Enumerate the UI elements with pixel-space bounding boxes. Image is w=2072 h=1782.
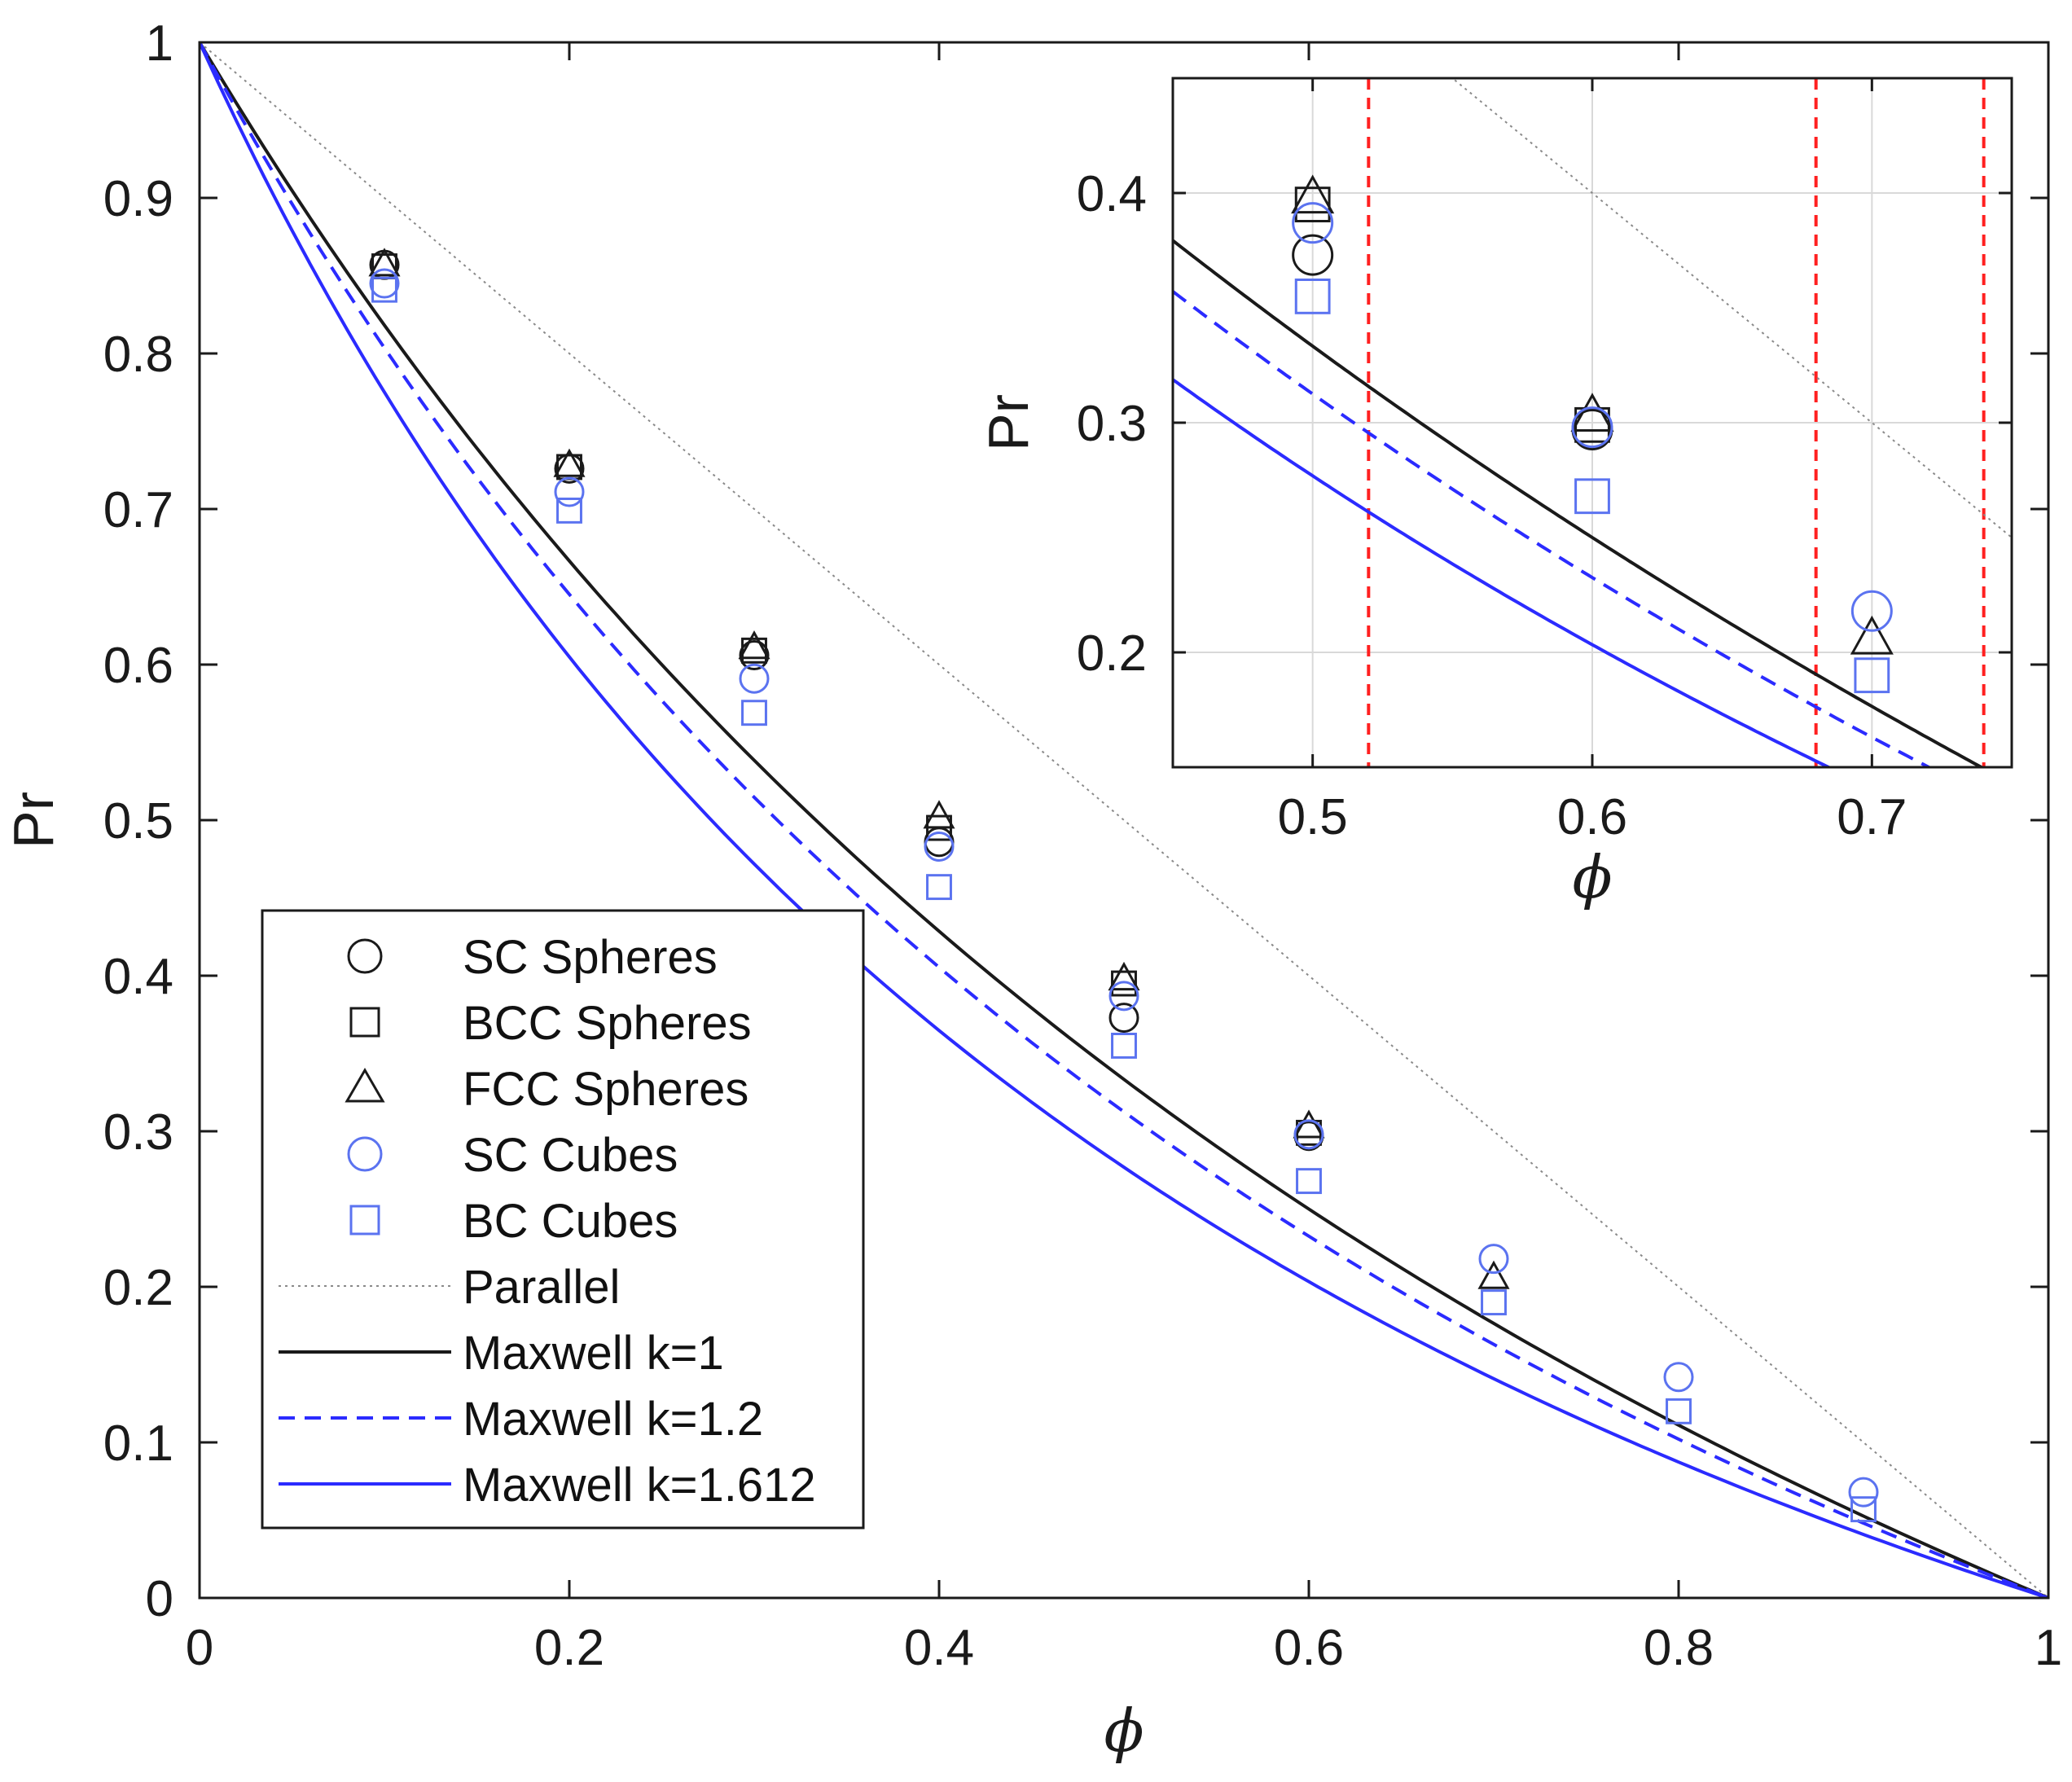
legend-label: Maxwell k=1.2 xyxy=(463,1393,763,1446)
main-x-tick-label: 0.4 xyxy=(904,1620,974,1676)
main-marker-fcc-spheres xyxy=(738,630,770,660)
inset-marker-fcc-spheres xyxy=(1570,393,1614,432)
main-y-tick-label: 0.4 xyxy=(103,949,173,1005)
main-marker-sc-cubes xyxy=(1663,1362,1694,1393)
legend-symbol-fcc-spheres xyxy=(345,1068,385,1103)
inset-x-axis-label: ϕ xyxy=(1572,843,1612,911)
main-y-tick-label: 0.3 xyxy=(103,1104,173,1161)
main-marker-bc-cubes xyxy=(556,497,582,524)
main-curve-maxwell-k-1 xyxy=(200,42,2048,1598)
legend-symbol-sc-cubes xyxy=(347,1136,383,1172)
main-y-tick-label: 0.6 xyxy=(103,638,173,694)
legend-symbol-bc-cubes xyxy=(349,1205,380,1236)
main-marker-sc-cubes xyxy=(1293,1119,1324,1150)
main-x-tick-label: 1 xyxy=(2035,1620,2062,1676)
legend-box xyxy=(261,909,865,1530)
main-marker-fcc-spheres xyxy=(1108,961,1140,991)
inset-marker-sc-spheres xyxy=(1292,234,1334,276)
inset-marker-bc-cubes xyxy=(1294,279,1331,314)
inset-y-tick-label: 0.3 xyxy=(1077,396,1147,452)
inset-curve-maxwell-k-1-2 xyxy=(1173,290,1933,767)
main-marker-sc-cubes xyxy=(1108,981,1139,1012)
main-x-tick-label: 0.2 xyxy=(534,1620,604,1676)
inset-curve-parallel xyxy=(1451,78,2012,538)
inset-y-tick-label: 0.2 xyxy=(1077,625,1147,682)
legend-label: Parallel xyxy=(463,1261,620,1314)
main-y-tick-label: 1 xyxy=(146,15,173,72)
main-marker-sc-cubes xyxy=(1478,1244,1509,1275)
legend-label: FCC Spheres xyxy=(463,1063,748,1116)
main-marker-sc-cubes xyxy=(1848,1477,1879,1508)
inset-x-tick-label: 0.5 xyxy=(1278,789,1348,845)
legend: SC Spheres BCC Spheres FCC Spheres SC Cubes… xyxy=(261,909,865,1530)
main-marker-bc-cubes xyxy=(1481,1289,1507,1316)
inset-marker-bc-cubes xyxy=(1854,657,1890,694)
main-marker-fcc-spheres xyxy=(1477,1260,1510,1289)
legend-label: SC Spheres xyxy=(463,931,718,984)
main-y-tick-label: 0 xyxy=(146,1571,173,1627)
main-marker-bc-cubes xyxy=(1666,1398,1692,1424)
main-marker-sc-cubes xyxy=(554,476,585,507)
main-y-tick-label: 0.7 xyxy=(103,482,173,538)
inset-plot-content xyxy=(1173,78,2012,767)
main-plot-content xyxy=(200,42,2048,1598)
main-marker-bc-cubes xyxy=(741,700,767,726)
main-x-tick-label: 0 xyxy=(186,1620,213,1676)
main-y-tick-label: 0.9 xyxy=(103,171,173,227)
inset-y-tick-label: 0.4 xyxy=(1077,166,1147,222)
legend-label: SC Cubes xyxy=(463,1129,678,1182)
main-y-axis-label: Pr xyxy=(2,792,65,849)
main-marker-fcc-spheres xyxy=(368,248,401,277)
main-marker-sc-spheres xyxy=(739,640,770,671)
main-marker-bc-cubes xyxy=(1296,1168,1322,1195)
inset-marker-bc-cubes xyxy=(1574,478,1610,515)
inset-marker-fcc-spheres xyxy=(1291,174,1335,214)
inset-marker-sc-cubes xyxy=(1850,590,1893,632)
inset-marker-fcc-spheres xyxy=(1850,615,1894,655)
main-marker-fcc-spheres xyxy=(1293,1109,1325,1139)
legend-label: Maxwell k=1.612 xyxy=(463,1459,816,1512)
inset-x-tick-label: 0.7 xyxy=(1837,789,1907,845)
legend-label: Maxwell k=1 xyxy=(463,1327,724,1380)
main-x-tick-label: 0.8 xyxy=(1644,1620,1714,1676)
main-marker-sc-cubes xyxy=(739,663,770,694)
main-y-tick-label: 0.5 xyxy=(103,793,173,849)
legend-label: BC Cubes xyxy=(463,1195,678,1248)
main-y-tick-label: 0.8 xyxy=(103,327,173,383)
main-marker-bc-cubes xyxy=(1111,1033,1137,1059)
main-curve-parallel xyxy=(200,42,2048,1598)
main-marker-fcc-spheres xyxy=(553,448,586,477)
inset-marker-sc-cubes xyxy=(1292,202,1334,244)
main-marker-sc-cubes xyxy=(369,268,400,299)
inset-y-axis-label: Pr xyxy=(977,394,1040,451)
main-y-tick-label: 0.1 xyxy=(103,1416,173,1472)
legend-symbol-bcc-spheres xyxy=(349,1007,380,1038)
legend-symbol-sc-spheres xyxy=(347,938,383,974)
main-marker-fcc-spheres xyxy=(923,800,955,829)
main-marker-bcc-spheres xyxy=(741,637,767,664)
inset-plot-panel: 0.5 0.6 0.7 0.2 0.3 0.4 ϕ Pr xyxy=(977,77,2013,911)
inset-marker-sc-cubes xyxy=(1571,406,1613,449)
main-marker-sc-cubes xyxy=(924,831,955,862)
main-curve-maxwell-k-1-612 xyxy=(200,42,2048,1598)
main-marker-sc-spheres xyxy=(1108,1003,1139,1034)
inset-curve-maxwell-k-1-612 xyxy=(1173,378,1833,767)
inset-x-tick-label: 0.6 xyxy=(1557,789,1627,845)
main-curve-maxwell-k-1-2 xyxy=(200,42,2048,1598)
main-marker-bc-cubes xyxy=(371,276,397,303)
legend-label: BCC Spheres xyxy=(463,997,752,1050)
main-x-tick-label: 0.6 xyxy=(1274,1620,1344,1676)
main-x-axis-label: ϕ xyxy=(1104,1696,1144,1765)
main-y-tick-label: 0.2 xyxy=(103,1260,173,1316)
inset-curve-maxwell-k-1 xyxy=(1173,239,1985,767)
main-marker-bc-cubes xyxy=(926,874,952,901)
main-marker-bc-cubes xyxy=(1850,1496,1877,1523)
